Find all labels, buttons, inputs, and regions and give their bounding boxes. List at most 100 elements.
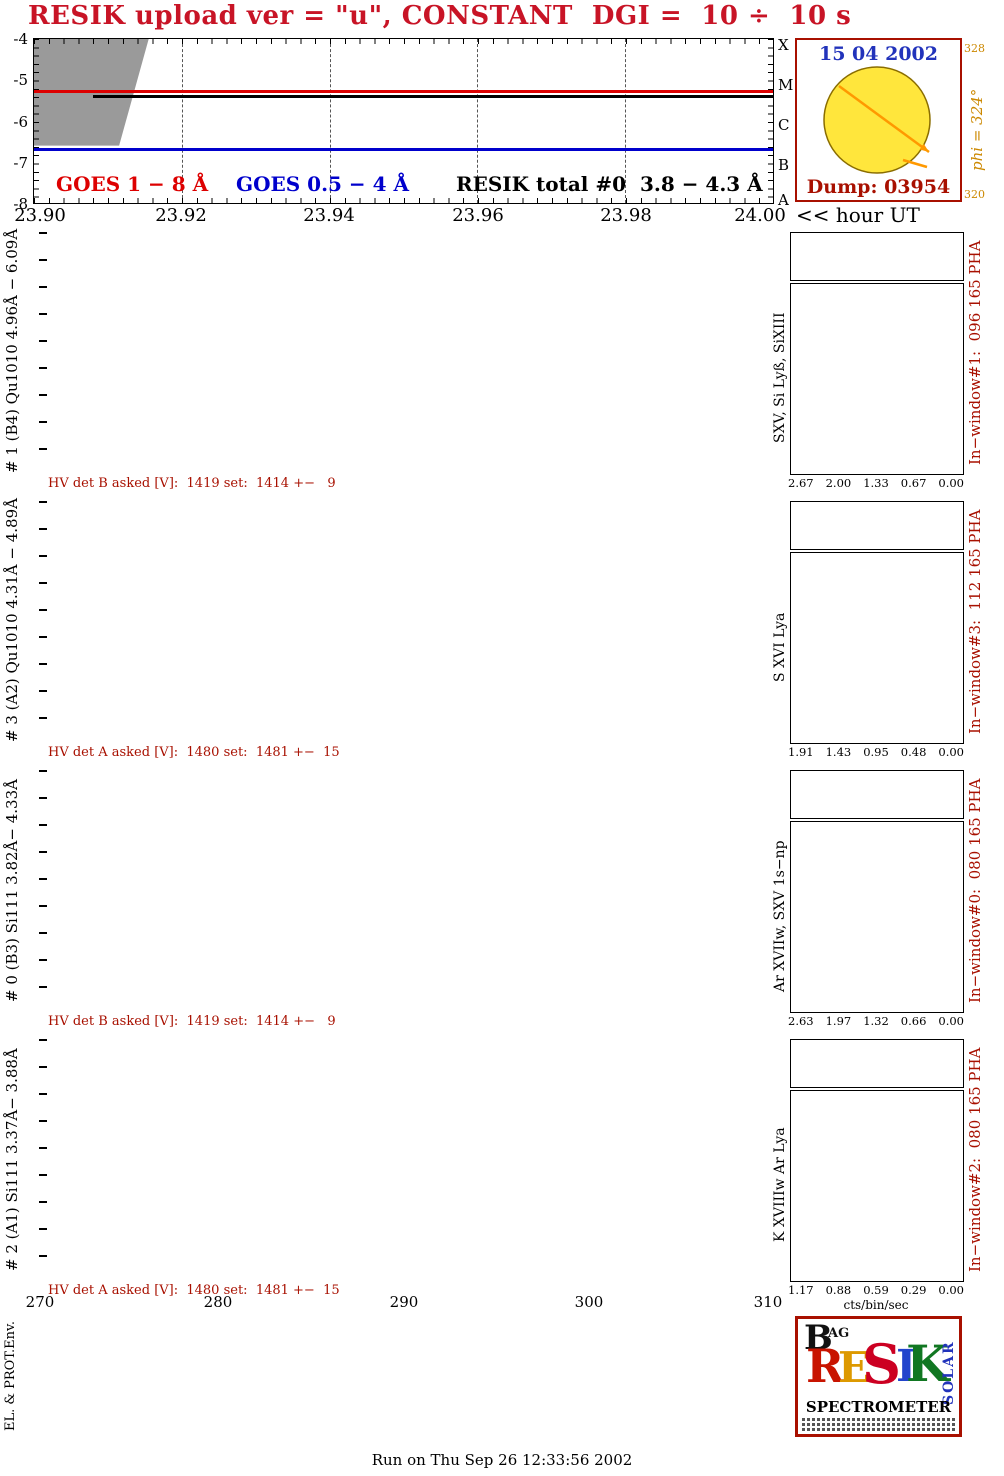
scale-value: 1.17: [788, 1283, 814, 1297]
scale-value: 1.97: [825, 1014, 852, 1028]
logo-letter-r: R: [806, 1339, 845, 1393]
logo-letter-i: I: [896, 1341, 917, 1392]
x-tick-label: 23.94: [303, 205, 355, 226]
scale-value: 0.95: [863, 745, 889, 759]
panel4-hist-scale: 1.17 0.88 0.59 0.29 0.00: [788, 1283, 964, 1297]
panel4-intensity-strip: [48, 1039, 774, 1086]
panel2-channel-label: # 3 (A2) Qu1010 4.31Å − 4.89Å: [3, 498, 21, 742]
resik-logo: B AG R E S I K SOLAR SPECTROMETER: [795, 1316, 962, 1437]
logo-letter-k: K: [906, 1334, 950, 1393]
x-tick-label: 23.96: [452, 205, 504, 226]
orbit-tick-label: 280: [203, 1293, 233, 1311]
x-tick-label: 23.90: [14, 205, 66, 226]
panel2-line-id-label: S XVI Lya: [772, 612, 788, 682]
panel2-hv-status: HV det A asked [V]: 1480 set: 1481 +− 15: [48, 745, 340, 760]
panel1-intensity-strip: [48, 232, 774, 279]
scale-value: 0.66: [900, 1014, 927, 1028]
panel3-pha-histogram: [790, 821, 964, 1013]
goes-class-a: A: [778, 191, 789, 209]
goes-class-b: B: [778, 156, 790, 174]
panel1-channel-label: # 1 (B4) Qu1010 4.96Å − 6.09Å: [3, 228, 21, 473]
goes-class-m: M: [778, 76, 794, 94]
hist-axis-label: cts/bin/sec: [843, 1298, 909, 1312]
y-tick-label: -8: [13, 195, 28, 213]
environment-plot: [33, 1311, 775, 1406]
y-tick-label: -5: [13, 71, 28, 89]
scale-value: 0.00: [938, 476, 964, 490]
legend-goes-long: GOES 1 − 8 Å: [56, 172, 209, 196]
gridline: [181, 39, 183, 203]
resik-total-line: [93, 95, 773, 98]
page-title: RESIK upload ver = "u", CONSTANT DGI = 1…: [28, 1, 852, 31]
panel3-intensity-strip: [48, 770, 774, 817]
goes-class-x: X: [778, 36, 789, 54]
panel3-blue-histogram: [790, 770, 964, 819]
panel2-blue-histogram: [790, 501, 964, 550]
arrow-head: [919, 143, 929, 152]
panel1-spectrogram: [48, 283, 774, 473]
panel1-window-label: In−window#1: 096 165 PHA: [966, 240, 984, 465]
panel4-window-label: In−window#2: 080 165 PHA: [966, 1047, 984, 1272]
axis-minor-ticks: [34, 198, 773, 203]
scale-value: 1.32: [863, 1014, 889, 1028]
goes-class-c: C: [778, 116, 790, 134]
env-colorbar: [33, 1421, 775, 1443]
panel3-channel-label: # 0 (B3) Si111 3.82Å− 4.33Å: [3, 779, 21, 1002]
phi-angle-label: phi = 324°: [968, 88, 986, 172]
panel3-spectrogram: [48, 821, 774, 1011]
y-tick-label: -6: [13, 113, 28, 131]
panel3-hv-status: HV det B asked [V]: 1419 set: 1414 +− 9: [48, 1014, 336, 1029]
panel1-hv-status: HV det B asked [V]: 1419 set: 1414 +− 9: [48, 476, 336, 491]
legend-goes-short: GOES 0.5 − 4 Å: [236, 172, 410, 196]
panel4-line-id-label: K XVIIIw Ar Lya: [772, 1127, 788, 1243]
logo-letter-s: S: [862, 1332, 901, 1396]
hour-ut-label: << hour UT: [796, 203, 920, 227]
panel4-spectrogram: [48, 1090, 774, 1280]
goes-long-channel-line: [34, 90, 773, 93]
phi-scale-top: 328: [964, 42, 985, 55]
scan-direction-line: [838, 84, 930, 154]
logo-letter-b: B: [804, 1318, 833, 1358]
run-timestamp: Run on Thu Sep 26 12:33:56 2002: [371, 1451, 633, 1469]
legend-resik-total: RESIK total #0 3.8 − 4.3 Å: [456, 172, 763, 196]
scale-value: 1.43: [825, 745, 852, 759]
scale-value: 2.00: [825, 476, 852, 490]
panel1-blue-histogram: [790, 232, 964, 281]
scale-value: 0.00: [938, 1014, 964, 1028]
env-panel-label: EL. & PROT.Env.: [3, 1321, 18, 1431]
scale-value: 0.00: [938, 1283, 964, 1297]
orbit-tick-label: 310: [753, 1293, 783, 1311]
panel3-wavelength-ticks: [39, 770, 47, 1011]
orbit-tick-label: 300: [574, 1293, 604, 1311]
scale-value: 1.91: [788, 745, 814, 759]
panel2-window-label: In−window#3: 112 165 PHA: [966, 509, 984, 734]
logo-spectrometer: SPECTROMETER: [805, 1398, 952, 1416]
panel4-channel-label: # 2 (A1) Si111 3.37Å− 3.88Å: [3, 1048, 21, 1271]
phi-scale-bottom: 320: [964, 188, 985, 201]
panel2-hist-scale: 1.91 1.43 0.95 0.48 0.00: [788, 745, 964, 759]
panel1-line-id-label: SXV, Si Lyß, SiXIII: [772, 312, 788, 444]
x-tick-label: 24.00: [734, 205, 786, 226]
gridline: [329, 39, 331, 203]
logo-letter-e: E: [838, 1343, 871, 1392]
y-tick-label: -7: [13, 154, 28, 172]
panel4-hv-status: HV det A asked [V]: 1480 set: 1481 +− 15: [48, 1283, 340, 1298]
y-tick-label: -4: [13, 30, 28, 48]
observation-date: 15 04 2002: [819, 43, 938, 65]
gridline: [625, 39, 627, 203]
gridline: [477, 39, 479, 203]
scale-value: 0.48: [900, 745, 927, 759]
logo-letters-ag: AG: [828, 1326, 850, 1341]
scale-value: 0.00: [938, 745, 964, 759]
scale-value: 1.33: [863, 476, 889, 490]
scale-value: 0.88: [825, 1283, 852, 1297]
panel2-wavelength-ticks: [39, 501, 47, 742]
goes-plot: GOES 1 − 8 Å GOES 0.5 − 4 Å RESIK total …: [33, 38, 774, 204]
axis-minor-ticks: [768, 39, 773, 203]
scale-value: 2.63: [788, 1014, 814, 1028]
panel4-blue-histogram: [790, 1039, 964, 1088]
panel2-intensity-strip: [48, 501, 774, 548]
panel1-hist-scale: 2.67 2.00 1.33 0.67 0.00: [788, 476, 964, 490]
x-tick-label: 23.92: [155, 205, 207, 226]
